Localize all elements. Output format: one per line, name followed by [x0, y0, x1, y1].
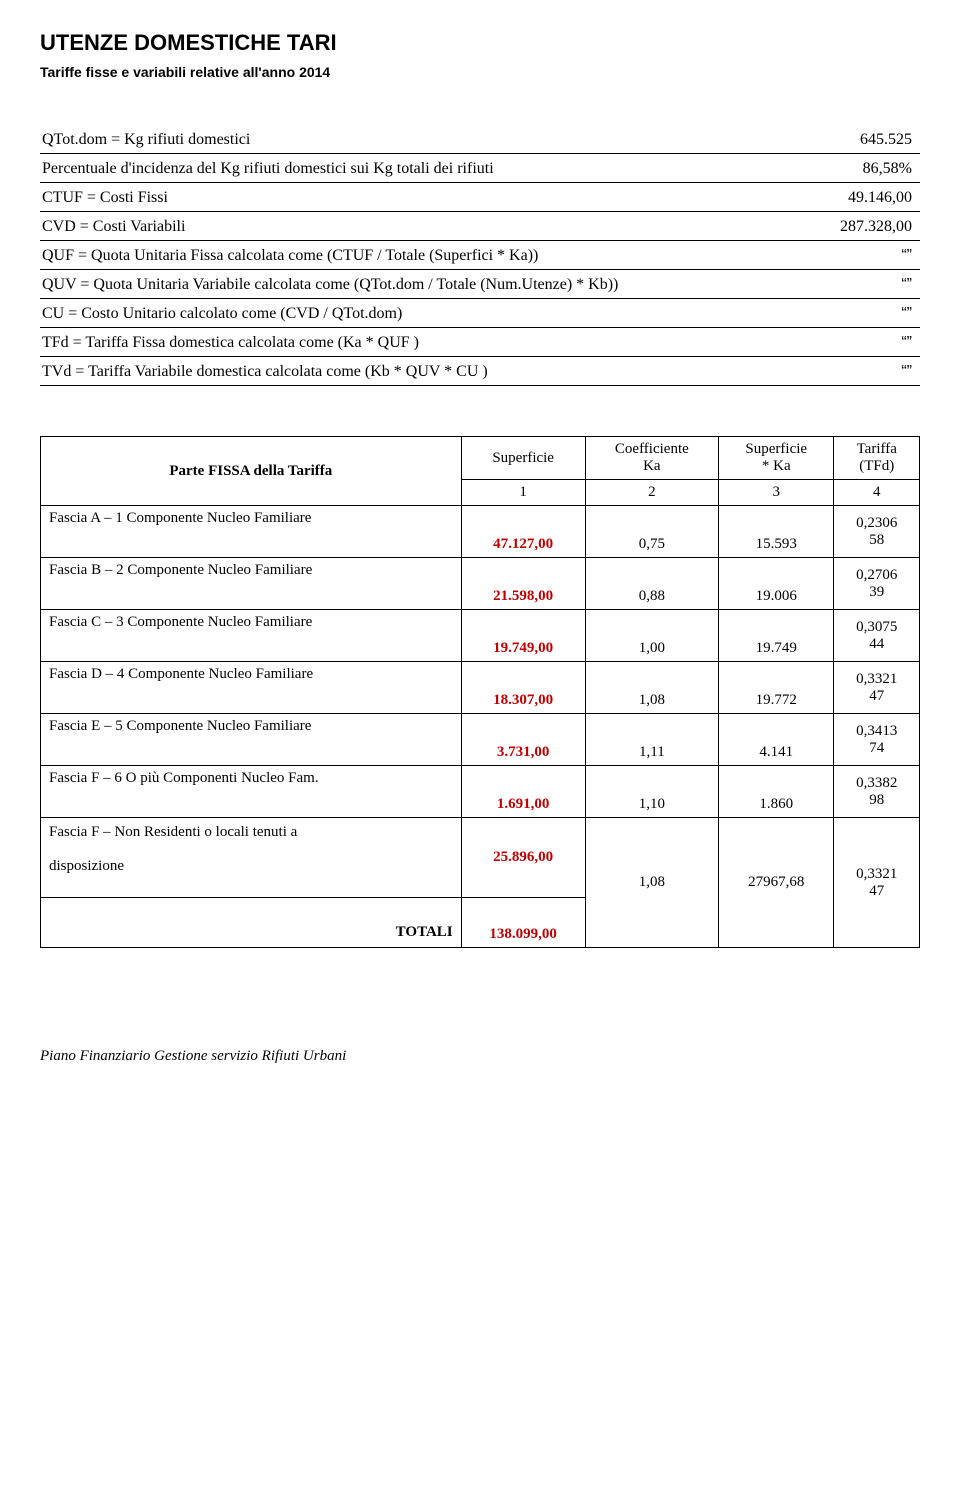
col-ka: CoefficienteKa [585, 437, 718, 480]
table-row: Fascia B – 2 Componente Nucleo Familiare… [41, 558, 920, 610]
tariff-table: Parte FISSA della Tariffa Superficie Coe… [40, 436, 920, 948]
definition-label: TFd = Tariffa Fissa domestica calcolata … [40, 328, 812, 357]
page-subtitle: Tariffe fisse e variabili relative all'a… [40, 64, 920, 80]
definition-label: TVd = Tariffa Variabile domestica calcol… [40, 357, 812, 386]
table-row: Fascia F – 6 O più Componenti Nucleo Fam… [41, 766, 920, 818]
table-row: Fascia E – 5 Componente Nucleo Familiare… [41, 714, 920, 766]
col-label: Parte FISSA della Tariffa [41, 437, 462, 506]
definition-value: “” [812, 357, 920, 386]
col-ska: Superficie* Ka [719, 437, 834, 480]
page-title: UTENZE DOMESTICHE TARI [40, 30, 920, 56]
definition-label: Percentuale d'incidenza del Kg rifiuti d… [40, 154, 812, 183]
definition-value: 645.525 [812, 125, 920, 154]
definition-label: CVD = Costi Variabili [40, 212, 812, 241]
definition-label: QTot.dom = Kg rifiuti domestici [40, 125, 812, 154]
definition-label: QUF = Quota Unitaria Fissa calcolata com… [40, 241, 812, 270]
definition-label: QUV = Quota Unitaria Variabile calcolata… [40, 270, 812, 299]
definition-value: 287.328,00 [812, 212, 920, 241]
definition-value: 49.146,00 [812, 183, 920, 212]
table-row-nonres: Fascia F – Non Residenti o locali tenuti… [41, 818, 920, 898]
definition-label: CU = Costo Unitario calcolato come (CVD … [40, 299, 812, 328]
col-superficie: Superficie [461, 437, 585, 480]
definition-value: 86,58% [812, 154, 920, 183]
table-row: Fascia C – 3 Componente Nucleo Familiare… [41, 610, 920, 662]
col-tfd: Tariffa(TFd) [834, 437, 920, 480]
footer-text: Piano Finanziario Gestione servizio Rifi… [40, 1048, 920, 1065]
table-row: Fascia D – 4 Componente Nucleo Familiare… [41, 662, 920, 714]
table-row: Fascia A – 1 Componente Nucleo Familiare… [41, 506, 920, 558]
definition-value: “” [812, 241, 920, 270]
definition-value: “” [812, 299, 920, 328]
definition-label: CTUF = Costi Fissi [40, 183, 812, 212]
definition-value: “” [812, 328, 920, 357]
definition-value: “” [812, 270, 920, 299]
definitions-table: QTot.dom = Kg rifiuti domestici645.525Pe… [40, 125, 920, 386]
